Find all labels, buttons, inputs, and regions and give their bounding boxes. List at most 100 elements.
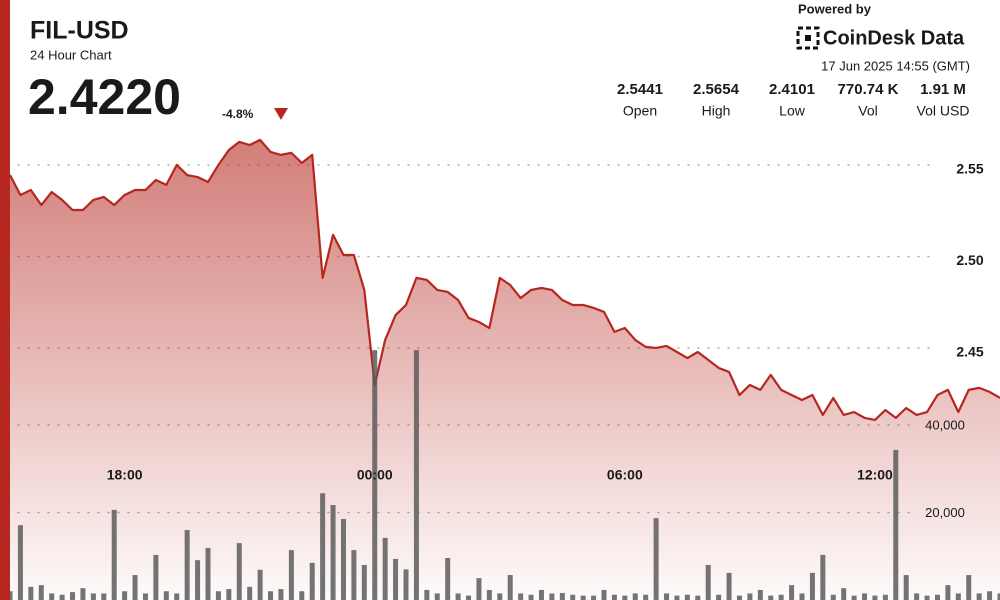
volume-bar xyxy=(340,519,346,600)
volume-bar xyxy=(653,518,659,600)
volume-bar xyxy=(403,569,409,600)
volume-bar xyxy=(851,595,857,600)
stat-value: 770.74 K xyxy=(838,81,899,98)
volume-bar xyxy=(538,589,544,600)
accent-bar xyxy=(0,0,10,600)
volume-bar xyxy=(632,593,638,600)
volume-bar xyxy=(789,585,795,600)
volume-bar xyxy=(288,550,294,600)
plot-layer: 2.45 2.50 2.55 18:00 00:00 06:00 12:00 20,000 40… xyxy=(7,138,1000,600)
volume-bar xyxy=(559,592,565,600)
volume-bar xyxy=(955,593,961,600)
volume-bar xyxy=(862,593,868,600)
volume-bar xyxy=(247,586,253,600)
volume-bar xyxy=(674,595,680,600)
volume-bar xyxy=(705,564,711,600)
volume-bar xyxy=(549,593,555,600)
stat-label: Low xyxy=(779,103,806,119)
volume-bar xyxy=(497,593,503,600)
stat-value: 2.4101 xyxy=(769,81,815,98)
volume-bar xyxy=(903,575,909,600)
volume-bar xyxy=(820,554,826,600)
stat-label: Open xyxy=(623,103,657,119)
volume-bar xyxy=(893,449,899,600)
volume-bar xyxy=(716,594,722,600)
volume-bar xyxy=(445,557,451,600)
y-tick-label: 2.50 xyxy=(956,252,983,268)
volume-bar xyxy=(476,578,482,600)
volume-bar xyxy=(226,589,232,600)
volume-bar xyxy=(643,594,649,600)
volume-bar xyxy=(528,594,534,600)
price: 2.4220 xyxy=(28,69,181,125)
volume-bar xyxy=(236,543,242,600)
stat-label: Vol USD xyxy=(917,103,970,119)
volume-bar xyxy=(799,593,805,600)
y-tick-label: 2.45 xyxy=(956,344,983,360)
volume-bar xyxy=(684,594,690,600)
volume-bar xyxy=(778,594,784,600)
volume-bar xyxy=(101,593,107,600)
volume-bar xyxy=(434,593,440,600)
volume-bar xyxy=(591,595,597,600)
volume-bar xyxy=(299,591,305,600)
volume-bar xyxy=(372,350,378,600)
volume-bar xyxy=(945,585,951,600)
volume-bar xyxy=(153,554,159,600)
x-tick-label: 12:00 xyxy=(857,467,893,483)
volume-bar xyxy=(330,505,336,600)
volume-bar xyxy=(914,593,920,600)
volume-bar xyxy=(622,595,628,600)
price-area xyxy=(10,139,1000,600)
volume-bar xyxy=(934,594,940,600)
stat-value: 2.5654 xyxy=(693,81,740,98)
volume-bar xyxy=(215,591,221,600)
volume-bar xyxy=(257,569,263,600)
volume-bar xyxy=(142,593,148,600)
volume-bar xyxy=(184,529,190,600)
volume-bar xyxy=(736,595,742,600)
volume-bar xyxy=(518,593,524,600)
down-arrow xyxy=(274,108,288,120)
volume-bar xyxy=(882,594,888,600)
volume-bar xyxy=(38,585,44,600)
volume-bar xyxy=(872,595,878,600)
volume-bar xyxy=(924,595,930,600)
volume-bar xyxy=(90,593,96,600)
volume-bar xyxy=(455,593,461,600)
volume-bar xyxy=(393,558,399,600)
volume-bar xyxy=(163,591,169,600)
volume-bar xyxy=(309,562,315,600)
volume-bar xyxy=(611,594,617,600)
volume-bar xyxy=(997,593,1000,600)
subtitle: 24 Hour Chart xyxy=(30,47,112,62)
volume-bar xyxy=(17,525,23,600)
timestamp: 17 Jun 2025 14:55 (GMT) xyxy=(821,58,970,73)
volume-bar xyxy=(122,591,128,600)
volume-bar xyxy=(601,589,607,600)
volume-bar xyxy=(49,593,55,600)
brand-logo xyxy=(796,26,820,50)
stat-label: High xyxy=(702,103,731,119)
x-tick-label: 06:00 xyxy=(607,467,643,483)
y-tick-label: 2.55 xyxy=(956,161,983,177)
volume-bar xyxy=(70,592,76,600)
volume-bar xyxy=(205,547,211,600)
volume-bar xyxy=(747,593,753,600)
volume-bar xyxy=(351,550,357,600)
change: -4.8% xyxy=(222,107,254,121)
volume-bar xyxy=(570,594,576,600)
volume-bar xyxy=(111,509,117,600)
volume-bar xyxy=(28,586,34,600)
volume-bar xyxy=(424,589,430,600)
volume-bar xyxy=(664,593,670,600)
volume-bar xyxy=(507,575,513,600)
x-tick-label: 00:00 xyxy=(357,467,393,483)
volume-bar xyxy=(361,564,367,600)
stat-value: 2.5441 xyxy=(617,81,663,98)
volume-bar xyxy=(320,493,326,600)
volume-bar xyxy=(830,594,836,600)
volume-bar xyxy=(695,595,701,600)
price-line xyxy=(9,138,1000,422)
